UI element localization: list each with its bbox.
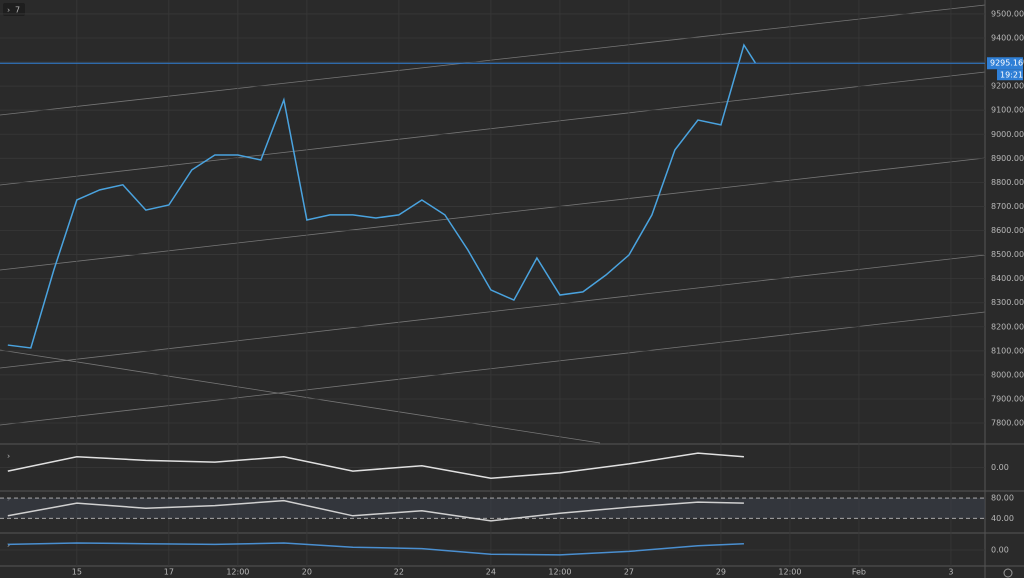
x-tick-label: 12:00 [226,568,249,577]
trend-line [0,311,986,426]
y-tick-label: 0.00 [991,546,1009,555]
y-tick-label: 8300.00 [991,298,1024,307]
trend-line [0,71,986,186]
interval-box[interactable] [3,3,25,16]
y-tick-label: 80.00 [991,494,1014,503]
trend-line [0,254,986,369]
last-price-label: 9295.16 [990,59,1023,68]
interval: 7 [15,6,20,15]
y-tick-label: 7900.00 [991,394,1024,403]
y-tick-label: 0.00 [991,463,1009,472]
x-tick-label: 20 [302,568,312,577]
price-line [7,499,744,522]
chevron[interactable]: › [7,6,10,15]
trend-line [0,349,601,444]
y-tick-label: 8000.00 [991,370,1024,379]
y-tick-label: 40.00 [991,514,1014,523]
y-tick-label: 8200.00 [991,322,1024,331]
countdown: 19:21 [1000,71,1023,80]
y-tick-label: 9100.00 [991,106,1024,115]
x-tick-label: 12:00 [548,568,571,577]
y-tick-label: 8500.00 [991,250,1024,259]
last-price-box [987,57,1023,70]
x-tick-label: 15 [72,568,82,577]
trend-line [0,4,986,116]
price-line [7,43,757,349]
settings-icon[interactable] [1003,568,1013,578]
x-tick-label: Feb [852,568,866,577]
y-tick-label: 8700.00 [991,202,1024,211]
x-tick-label: 22 [394,568,404,577]
y-tick-label: 7800.00 [991,419,1024,428]
x-tick-label: 24 [486,568,496,577]
y-tick-label: 9200.00 [991,82,1024,91]
y-tick-label: 9400.00 [991,34,1024,43]
y-tick-label: 8400.00 [991,274,1024,283]
y-tick-label: 8100.00 [991,346,1024,355]
x-tick-label: 17 [164,568,174,577]
x-tick-label: 12:00 [778,568,801,577]
x-tick-label: 29 [716,568,726,577]
y-tick-label: 9000.00 [991,130,1024,139]
y-tick-label: 9500.00 [991,9,1024,18]
countdown-box [997,69,1023,81]
trend-line [0,157,986,271]
trend-lines [0,4,986,444]
price-line [7,452,744,480]
x-tick-label: 3 [948,568,953,577]
y-tick-label: 8800.00 [991,178,1024,187]
y-tick-label: 8900.00 [991,154,1024,163]
price-line [7,542,744,556]
chevron[interactable]: › [7,452,10,461]
y-tick-label: 8600.00 [991,226,1024,235]
x-tick-label: 27 [624,568,634,577]
